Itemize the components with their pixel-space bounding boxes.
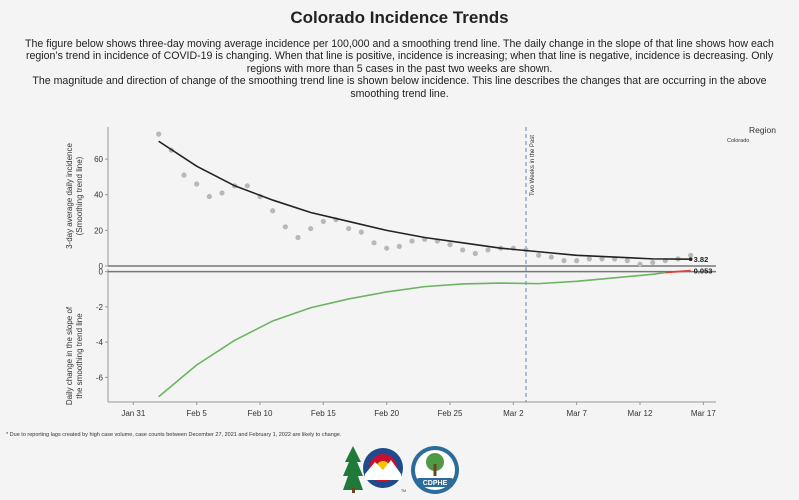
two-weeks-marker-label: Two Weeks in the Past <box>530 135 536 196</box>
top-y-tick-label: 0 <box>99 262 104 271</box>
data-point <box>194 181 200 187</box>
data-point <box>447 242 453 248</box>
data-point <box>548 254 554 260</box>
data-point <box>346 225 352 232</box>
data-point <box>206 193 212 200</box>
page-title: Colorado Incidence Trends <box>290 8 509 27</box>
top-y-tick-label: 20 <box>94 226 103 235</box>
data-point <box>384 245 390 251</box>
logo-tm: TM <box>401 489 406 493</box>
x-tick-label: Jan 31 <box>121 409 146 418</box>
slope-end-label: 0.053 <box>694 267 713 276</box>
data-point <box>637 261 643 267</box>
data-point <box>561 258 567 264</box>
bottom-y-tick-label: -6 <box>96 373 104 382</box>
bottom-y-tick-label: 0 <box>99 268 104 277</box>
x-tick-label: Feb 10 <box>248 409 273 418</box>
top-y-tick-label: 40 <box>94 191 103 200</box>
data-point <box>472 250 478 257</box>
bottom-y-axis-label: Daily change in the slope ofthe smoothin… <box>65 306 84 405</box>
data-point <box>574 258 580 264</box>
slope-line-recent <box>665 269 691 274</box>
description-paragraph-1: The figure below shows three-day moving … <box>25 38 774 75</box>
data-point <box>599 256 605 262</box>
chart-description: The figure below shows three-day moving … <box>14 38 785 100</box>
cdphe-logo: CDPHE <box>411 446 459 494</box>
footnote: * Due to reporting lags created by high … <box>6 432 342 438</box>
data-point <box>358 229 364 235</box>
trend-line <box>158 140 691 260</box>
cdphe-logo-text: CDPHE <box>423 480 448 487</box>
data-point <box>308 225 314 232</box>
colorado-logo: TM <box>343 446 406 493</box>
x-tick-label: Feb 5 <box>186 409 207 418</box>
incidence-chart: 0 20 40 60 0 -2 -4 -6 Jan 31 Feb 5 Feb 10 Feb 15 Feb… <box>65 125 776 418</box>
data-point <box>371 240 377 246</box>
data-point <box>219 190 225 196</box>
x-tick-label: Feb 20 <box>374 409 399 418</box>
data-point <box>409 238 415 244</box>
data-point <box>586 256 592 262</box>
data-point <box>282 224 288 230</box>
x-tick-label: Feb 25 <box>438 409 463 418</box>
data-point <box>320 218 326 225</box>
description-paragraph-2: The magnitude and direction of change of… <box>32 75 767 100</box>
x-tick-label: Mar 12 <box>628 409 653 418</box>
trend-end-label: 3.82 <box>694 255 709 264</box>
data-point <box>460 247 466 253</box>
bottom-y-tick-label: -4 <box>96 338 104 347</box>
x-tick-label: Mar 17 <box>691 409 716 418</box>
bottom-y-tick-label: -2 <box>96 303 104 312</box>
data-point <box>624 258 630 264</box>
data-point <box>295 234 301 241</box>
data-point <box>485 247 491 253</box>
top-y-tick-label: 60 <box>94 155 103 164</box>
legend-title: Region <box>749 125 776 135</box>
trend-end-point <box>688 257 693 261</box>
x-tick-label: Mar 2 <box>503 409 524 418</box>
data-point <box>688 252 694 258</box>
top-y-axis-label: 3-day average daily incidence(Smoothing … <box>65 143 84 249</box>
data-point <box>270 208 276 214</box>
data-point <box>181 172 187 178</box>
data-point <box>244 183 250 189</box>
slope-line <box>158 271 666 398</box>
data-point <box>396 243 402 249</box>
data-point <box>156 131 162 137</box>
data-point <box>650 259 656 266</box>
x-tick-label: Feb 15 <box>311 409 336 418</box>
x-tick-label: Mar 7 <box>566 409 587 418</box>
data-point <box>536 252 542 258</box>
legend-entry: Colorado <box>727 138 749 144</box>
